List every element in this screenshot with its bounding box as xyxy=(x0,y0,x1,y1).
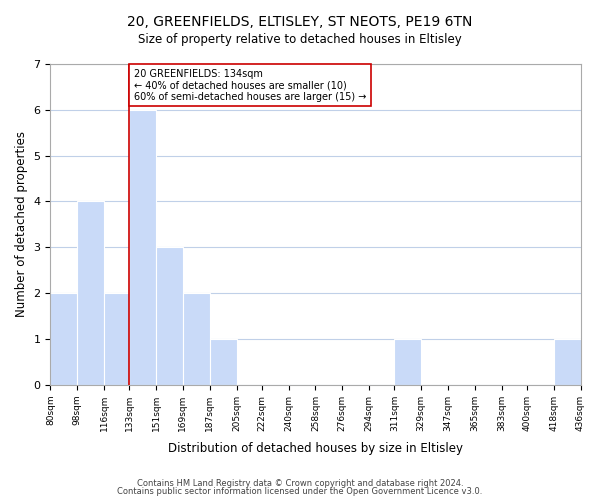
Bar xyxy=(156,248,183,385)
Text: Contains public sector information licensed under the Open Government Licence v3: Contains public sector information licen… xyxy=(118,487,482,496)
Bar xyxy=(104,293,130,385)
Bar xyxy=(183,293,210,385)
Bar xyxy=(210,339,236,385)
Bar xyxy=(130,110,156,385)
Bar xyxy=(554,339,581,385)
Text: Size of property relative to detached houses in Eltisley: Size of property relative to detached ho… xyxy=(138,32,462,46)
Bar xyxy=(77,202,104,385)
Text: 20 GREENFIELDS: 134sqm
← 40% of detached houses are smaller (10)
60% of semi-det: 20 GREENFIELDS: 134sqm ← 40% of detached… xyxy=(134,68,366,102)
Y-axis label: Number of detached properties: Number of detached properties xyxy=(15,132,28,318)
Bar xyxy=(394,339,421,385)
Text: Contains HM Land Registry data © Crown copyright and database right 2024.: Contains HM Land Registry data © Crown c… xyxy=(137,478,463,488)
X-axis label: Distribution of detached houses by size in Eltisley: Distribution of detached houses by size … xyxy=(168,442,463,455)
Text: 20, GREENFIELDS, ELTISLEY, ST NEOTS, PE19 6TN: 20, GREENFIELDS, ELTISLEY, ST NEOTS, PE1… xyxy=(127,15,473,29)
Bar xyxy=(50,293,77,385)
